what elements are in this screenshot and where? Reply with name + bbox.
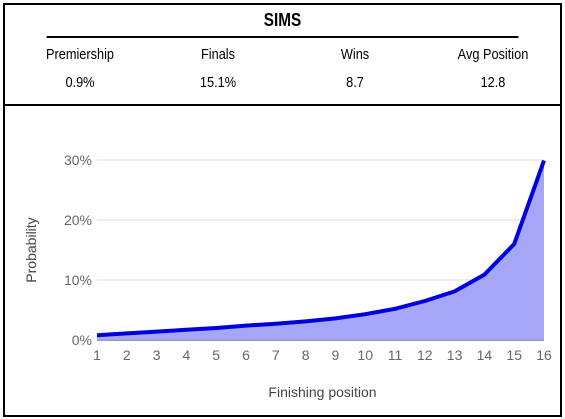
stat-label: Avg Position [457,46,529,63]
x-tick-label: 6 [242,347,250,363]
stat-finals: Finals 15.1% [148,43,288,95]
probability-area [97,160,544,340]
y-tick-label: 0% [72,332,92,348]
x-tick-label: 11 [388,347,403,363]
x-tick-label: 16 [536,347,552,363]
stat-wins: Wins 8.7 [285,43,425,95]
stat-avg-position: Avg Position 12.8 [423,43,563,95]
x-tick-labels: 1 2 3 4 5 6 7 8 9 10 11 12 13 14 15 16 [93,347,552,363]
x-tick-label: 4 [183,347,191,363]
x-tick-label: 1 [93,347,101,363]
stats-row: Premiership 0.9% Finals 15.1% Wins 8.7 A… [5,43,560,101]
x-tick-label: 10 [357,347,373,363]
x-tick-label: 12 [417,347,433,363]
summary-header: SIMS Premiership 0.9% Finals 15.1% Wins … [5,5,560,106]
x-tick-label: 5 [212,347,220,363]
x-axis-label: Finishing position [268,384,376,400]
stat-value: 8.7 [346,74,364,91]
stat-value: 0.9% [65,74,95,91]
probability-line [96,159,546,338]
card-title: SIMS [46,5,519,38]
y-tick-label: 30% [64,152,92,168]
stat-label: Premiership [45,46,115,63]
stat-value: 12.8 [480,74,506,91]
x-tick-label: 7 [272,347,280,363]
x-tick-label: 9 [332,347,340,363]
x-tick-label: 13 [447,347,463,363]
stat-value: 15.1% [199,74,237,91]
probability-chart: 0%10%20%30% 1 2 3 4 5 6 7 8 9 10 11 12 13 14 15 16 Prob… [23,152,552,400]
stat-premiership: Premiership 0.9% [10,43,150,95]
stat-label: Finals [200,46,235,63]
stat-label: Wins [340,46,370,63]
x-tick-label: 15 [506,347,522,363]
sims-card: SIMS Premiership 0.9% Finals 15.1% Wins … [3,3,562,417]
x-tick-label: 14 [477,347,493,363]
x-tick-label: 8 [302,347,310,363]
x-tick-label: 3 [153,347,161,363]
y-axis-label: Probability [23,217,39,282]
y-tick-labels: 0% 10% 20% 30% [64,152,92,348]
x-tick-label: 2 [123,347,131,363]
y-tick-label: 20% [64,212,92,228]
y-tick-label: 10% [64,272,92,288]
